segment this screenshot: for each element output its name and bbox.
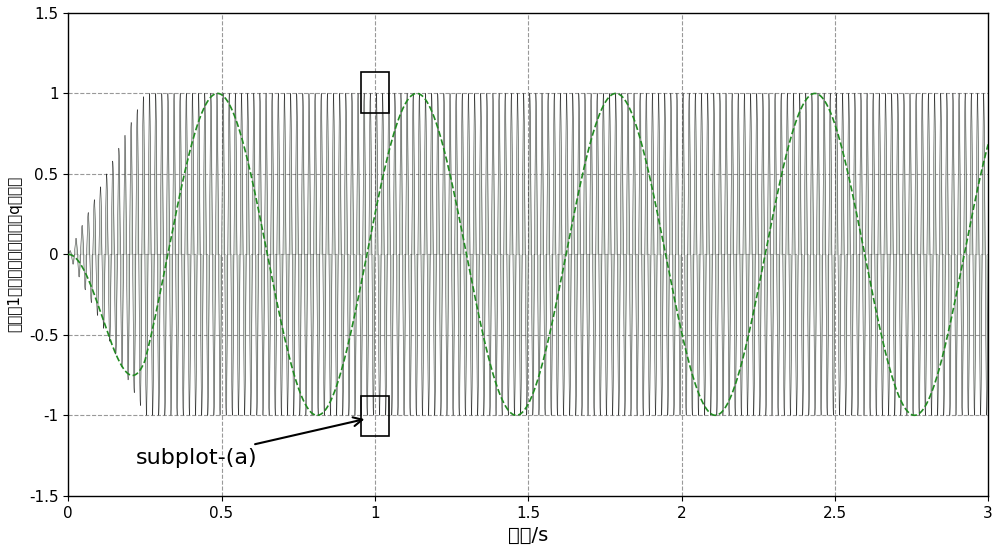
Text: subplot-(a): subplot-(a) <box>136 417 362 468</box>
Bar <box>361 396 389 436</box>
Bar <box>361 72 389 113</box>
X-axis label: 时间/s: 时间/s <box>508 526 548 545</box>
Y-axis label: 编号为1风机单元的定子绕组q轴磁链: 编号为1风机单元的定子绕组q轴磁链 <box>7 176 22 332</box>
